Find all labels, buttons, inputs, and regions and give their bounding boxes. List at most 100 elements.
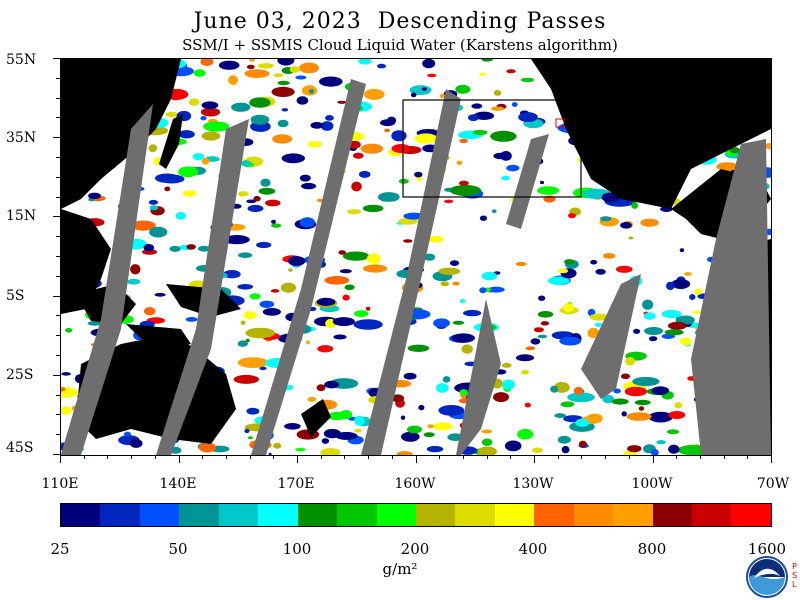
cloud-patch [175, 212, 187, 220]
cloud-patch [344, 284, 355, 291]
axis-tick [56, 276, 60, 277]
colorbar-label-400: 400 [518, 540, 548, 558]
cloud-patch [256, 241, 272, 249]
cloud-patch [590, 259, 598, 265]
cloud-patch [452, 281, 460, 286]
cloud-patch [316, 384, 326, 392]
lon-label-140e: 140E [159, 476, 197, 492]
cloud-patch [244, 428, 250, 434]
cloud-patch [620, 373, 631, 380]
cloud-patch [233, 374, 259, 384]
cloud-patch [444, 199, 454, 204]
cloud-patch [493, 90, 502, 96]
cloud-patch [281, 153, 305, 164]
cloud-patch [449, 260, 460, 266]
cloud-patch [684, 272, 692, 276]
cloud-patch [559, 336, 582, 346]
cloud-patch [335, 431, 358, 440]
cloud-patch [247, 436, 253, 440]
axis-tick [629, 455, 630, 459]
cloud-patch [524, 402, 531, 408]
cloud-patch [438, 405, 465, 416]
cloud-patch [289, 66, 300, 73]
axis-tick [53, 216, 60, 217]
cloud-patch [237, 284, 254, 290]
axis-tick [747, 455, 748, 459]
cloud-patch [416, 176, 422, 182]
cloud-patch [438, 267, 461, 275]
cloud-patch [281, 108, 289, 112]
colorbar-swatch [613, 504, 653, 526]
cloud-patch [400, 415, 406, 420]
colorbar-swatch [297, 504, 338, 526]
cloud-patch [537, 311, 554, 318]
cloud-patch [423, 253, 436, 261]
cloud-patch [310, 122, 324, 129]
cloud-patch [249, 293, 261, 300]
colorbar-swatch [100, 504, 140, 526]
cloud-patch [511, 102, 518, 107]
cloud-patch [148, 144, 158, 153]
cloud-patch [188, 98, 200, 106]
cloud-patch [537, 186, 560, 195]
cloud-patch [363, 88, 385, 100]
cloud-patch [377, 63, 386, 69]
cloud-patch [149, 205, 159, 211]
cloud-patch [319, 76, 343, 87]
axis-tick [368, 455, 369, 459]
cloud-patch [158, 174, 185, 184]
cloud-patch [353, 319, 383, 330]
cloud-patch [478, 446, 497, 455]
axis-tick [392, 455, 393, 459]
axis-tick [53, 137, 60, 138]
cloud-patch [271, 219, 276, 224]
colorbar-swatch [61, 504, 101, 526]
map-plot-area [60, 58, 772, 456]
cloud-patch [240, 320, 246, 325]
cloud-patch [525, 346, 536, 351]
cloud-patch [362, 204, 384, 213]
cloud-patch [550, 385, 559, 393]
axis-tick [155, 455, 156, 459]
cloud-patch [506, 69, 516, 74]
cloud-patch [316, 198, 323, 203]
cloud-patch [473, 111, 495, 120]
cloud-patch [200, 107, 221, 117]
cloud-patch [200, 116, 207, 121]
cloud-patch [202, 157, 210, 165]
cloud-patch [241, 160, 251, 167]
cloud-patch [284, 423, 301, 430]
cloud-patch [432, 422, 453, 431]
cloud-patch [451, 333, 476, 343]
axis-tick [56, 256, 60, 257]
noaa-logo-icon [746, 556, 788, 598]
cloud-patch [433, 318, 450, 328]
cloud-patch [481, 429, 493, 434]
colorbar-label-200: 200 [400, 540, 430, 558]
cloud-patch [595, 268, 606, 275]
axis-tick [179, 455, 180, 463]
cloud-patch [427, 73, 437, 78]
cloud-patch [366, 253, 381, 265]
cloud-patch [613, 388, 621, 394]
cloud-patch [651, 386, 670, 395]
cloud-patch [342, 251, 370, 261]
cloud-patch [428, 235, 444, 243]
cloud-patch [287, 256, 306, 266]
cloud-patch [305, 340, 310, 345]
cloud-patch [515, 261, 527, 267]
cloud-patch [380, 119, 396, 127]
cloud-patch [317, 345, 334, 353]
cloud-patch [557, 435, 571, 444]
swath-3 [251, 79, 366, 455]
axis-tick [56, 117, 60, 118]
axis-tick [297, 455, 298, 463]
cloud-patch [182, 190, 197, 197]
cloud-patch [245, 327, 276, 339]
cloud-patch [325, 115, 334, 121]
cloud-patch [587, 327, 600, 339]
cloud-patch [360, 143, 384, 154]
cloud-patch [648, 336, 658, 342]
lon-label-100w: 100W [631, 476, 673, 492]
cloud-patch [560, 401, 575, 408]
